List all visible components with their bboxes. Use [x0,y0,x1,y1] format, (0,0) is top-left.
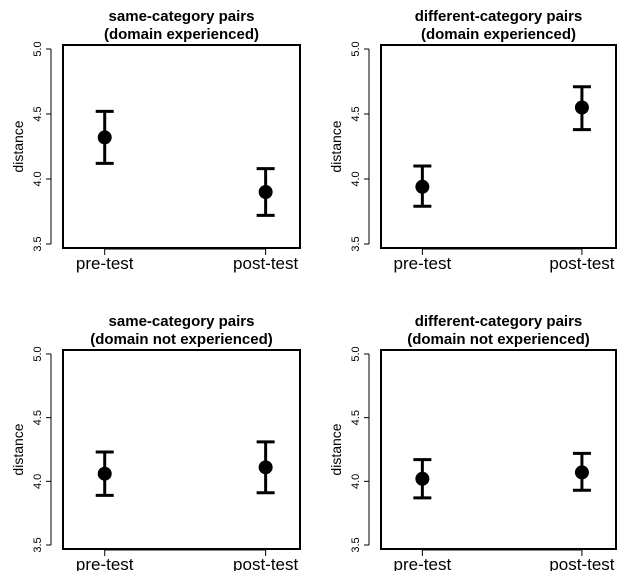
y-tick-label: 4.5 [32,410,44,425]
y-tick-label: 5.0 [32,346,44,361]
y-tick-label: 5.0 [350,346,362,361]
y-tick-label: 4.5 [32,106,44,121]
chart-subtitle: (domain experienced) [104,26,259,43]
x-tick-label: post-test [549,254,614,273]
x-tick-label: pre-test [76,254,134,273]
y-axis-label: distance [328,423,344,475]
data-point [415,179,430,194]
plot-frame [62,349,301,550]
x-tick-label: post-test [233,555,298,571]
y-tick-label: 3.5 [32,236,44,251]
y-tick-label: 4.5 [350,106,362,121]
y-tick-label: 4.0 [350,171,362,186]
plot-frame [62,44,301,249]
y-axis-label: distance [10,120,26,172]
y-tick-label: 3.5 [32,537,44,552]
data-point [258,185,273,199]
y-tick-label: 4.0 [350,474,362,489]
chart-title: same-category pairs [109,8,255,25]
y-tick-label: 4.0 [32,474,44,489]
y-tick-label: 5.0 [32,41,44,56]
y-axis-label: distance [10,423,26,475]
y-tick-label: 3.5 [350,537,362,552]
data-point [415,471,430,486]
x-tick-label: post-test [233,254,298,273]
chart-subtitle: (domain not experienced) [407,331,590,348]
y-tick-label: 5.0 [350,41,362,56]
chart-title: different-category pairs [415,8,583,25]
y-tick-label: 4.5 [350,410,362,425]
data-point [97,130,112,145]
data-point [574,465,589,480]
data-point [574,100,589,115]
chart-subtitle: (domain not experienced) [90,331,273,348]
y-tick-label: 4.0 [32,171,44,186]
chart-title: same-category pairs [109,313,255,330]
y-axis-label: distance [328,120,344,172]
x-tick-label: pre-test [394,555,452,571]
x-tick-label: post-test [549,555,614,571]
chart-title: different-category pairs [415,313,583,330]
data-point [97,466,112,481]
y-tick-label: 3.5 [350,236,362,251]
plot-frame [380,349,617,550]
plot-frame [380,44,617,249]
data-point [258,460,273,475]
x-tick-label: pre-test [394,254,452,273]
chart-subtitle: (domain experienced) [421,26,576,43]
x-tick-label: pre-test [76,555,134,571]
